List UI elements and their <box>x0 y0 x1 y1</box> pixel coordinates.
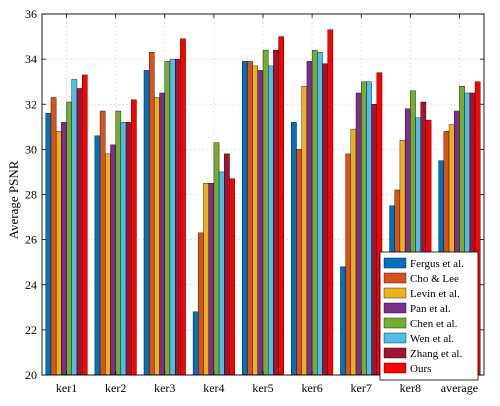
legend-box <box>379 251 479 381</box>
legend-label: Pan et al. <box>410 303 451 315</box>
legend-swatch <box>383 347 407 359</box>
x-tick-label: ker6 <box>301 381 322 395</box>
bar-ker4-pan-et-al- <box>208 183 215 376</box>
bar-ker2-levin-et-al- <box>105 153 111 376</box>
bar-ker4-levin-et-al- <box>203 183 209 376</box>
bar-ker1-ours <box>81 74 88 376</box>
bar-ker2-zhang-et-al- <box>125 122 132 376</box>
x-tick-label: ker8 <box>400 381 421 395</box>
bar-ker6-levin-et-al- <box>301 85 308 376</box>
bar-ker6-wen-et-al- <box>317 52 323 376</box>
bar-ker6-cho-lee <box>296 149 302 376</box>
legend-label: Ours <box>410 363 431 375</box>
x-tick-label: ker7 <box>351 381 372 395</box>
bar-ker1-fergus-et-al- <box>45 113 52 376</box>
legend-swatch <box>383 302 407 314</box>
bar-ker2-wen-et-al- <box>120 122 127 376</box>
bar-ker6-zhang-et-al- <box>322 63 328 376</box>
bar-ker5-ours <box>278 36 285 376</box>
bar-ker5-chen-et-al- <box>262 49 269 376</box>
bar-ker7-wen-et-al- <box>366 81 372 376</box>
bar-ker7-cho-lee <box>345 153 352 376</box>
legend: Fergus et al. Cho & Lee Levin et al. Pan et… <box>379 251 479 381</box>
bar-ker1-cho-lee <box>50 97 57 376</box>
x-tick-label: average <box>441 381 478 395</box>
legend-swatch <box>383 272 407 284</box>
bar-ker1-zhang-et-al- <box>76 88 83 376</box>
bar-ker3-wen-et-al- <box>169 58 176 376</box>
bar-ker5-fergus-et-al- <box>241 61 248 376</box>
bar-ker2-cho-lee <box>99 110 106 376</box>
legend-label: Cho & Lee <box>410 273 459 285</box>
bar-ker6-chen-et-al- <box>311 49 318 376</box>
bar-ker2-pan-et-al- <box>110 144 116 376</box>
bar-ker3-fergus-et-al- <box>143 70 150 376</box>
legend-label: Wen et al. <box>410 333 454 345</box>
x-tick-label: ker2 <box>105 381 126 395</box>
bar-ker4-ours <box>229 178 235 376</box>
bar-ker7-chen-et-al- <box>361 81 367 376</box>
bar-ker3-levin-et-al- <box>154 97 160 376</box>
y-tick-label: 24 <box>25 278 37 292</box>
legend-label: Levin et al. <box>410 288 460 300</box>
legend-swatch <box>383 257 407 269</box>
bar-ker4-wen-et-al- <box>218 171 225 376</box>
bar-ker4-cho-lee <box>198 232 204 376</box>
bar-ker3-chen-et-al- <box>164 61 171 376</box>
x-tick-label: ker3 <box>154 381 175 395</box>
legend-swatch <box>383 362 407 374</box>
y-tick-label: 30 <box>25 142 37 156</box>
bar-ker2-ours <box>131 99 137 376</box>
bar-ker5-levin-et-al- <box>252 65 259 376</box>
bar-ker2-fergus-et-al- <box>94 135 101 376</box>
y-tick-label: 22 <box>25 323 37 337</box>
bar-ker3-zhang-et-al- <box>174 58 181 376</box>
axes: 20 22 24 26 28 30 32 34 36 ker1 ker2 ker3 ker4 ker5 ke… <box>25 7 485 395</box>
bar-ker5-zhang-et-al- <box>273 49 279 376</box>
y-tick-label: 36 <box>25 7 37 21</box>
legend-label: Chen et al. <box>410 318 458 330</box>
legend-label: Fergus et al. <box>410 258 464 270</box>
y-axis-label: Average PSNR <box>6 160 21 239</box>
bar-ker1-pan-et-al- <box>61 122 67 376</box>
y-tick-label: 28 <box>25 188 37 202</box>
bar-ker1-chen-et-al- <box>66 101 72 376</box>
bar-ker6-fergus-et-al- <box>291 122 297 376</box>
bar-ker3-pan-et-al- <box>159 92 165 376</box>
x-tick-label: ker1 <box>56 381 77 395</box>
bar-ker6-pan-et-al- <box>306 61 313 376</box>
bar-ker4-chen-et-al- <box>213 142 220 376</box>
bar-ker7-fergus-et-al- <box>340 266 346 376</box>
plot-frame <box>41 13 485 376</box>
bar-ker3-cho-lee <box>148 52 155 376</box>
legend-swatch <box>383 317 407 329</box>
legend-swatch <box>383 332 407 344</box>
bar-ker1-levin-et-al- <box>55 131 62 376</box>
bar-ker5-cho-lee <box>247 61 253 376</box>
bar-ker7-pan-et-al- <box>355 92 362 376</box>
bar-ker7-zhang-et-al- <box>371 104 378 376</box>
bar-ker2-chen-et-al- <box>115 110 122 376</box>
y-tick-label: 20 <box>25 368 37 382</box>
y-tick-label: 32 <box>25 97 37 111</box>
y-tick-label: 26 <box>25 233 37 247</box>
legend-label: Zhang et al. <box>410 348 462 360</box>
bar-ker4-zhang-et-al- <box>224 153 230 376</box>
bar-ker1-wen-et-al- <box>71 79 78 376</box>
y-tick-label: 34 <box>25 52 37 66</box>
x-tick-label: ker4 <box>203 381 224 395</box>
x-tick-label: ker5 <box>252 381 273 395</box>
bar-ker6-ours <box>327 29 334 376</box>
bar-ker4-fergus-et-al- <box>192 311 199 376</box>
legend-swatch <box>383 287 407 299</box>
bar-ker5-wen-et-al- <box>268 65 274 376</box>
bar-ker7-levin-et-al- <box>350 128 357 376</box>
bar-ker5-pan-et-al- <box>257 70 264 376</box>
bar-ker3-ours <box>180 38 186 376</box>
